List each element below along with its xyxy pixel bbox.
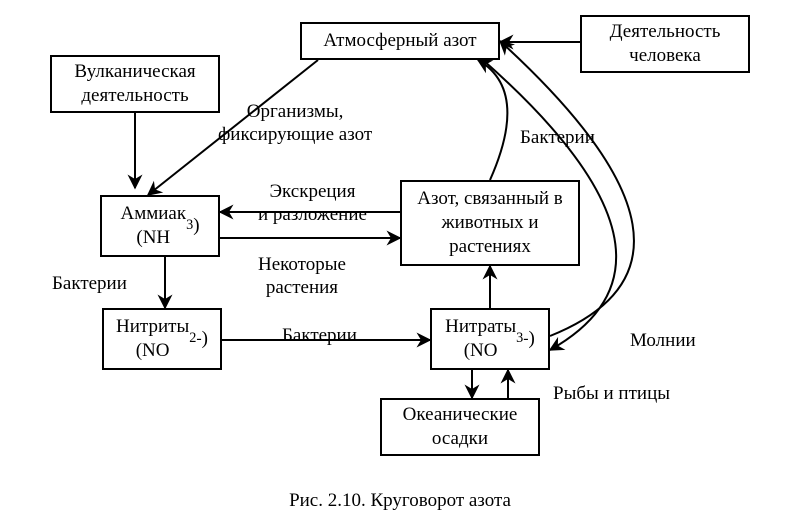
node-bound: Азот, связанный в животных и растениях [400,180,580,266]
node-human: Деятельность человека [580,15,750,73]
label-excretion: Экскреция и разложение [258,181,367,227]
node-atm: Атмосферный азот [300,22,500,60]
diagram-canvas: Рис. 2.10. Круговорот азота Атмосферный … [0,0,800,519]
label-bacteria_amm: Бактерии [52,273,127,296]
node-ammonia: Аммиак(NH3 ) [100,195,220,257]
label-bacteria_atm: Бактерии [520,127,595,150]
label-lightning: Молнии [630,330,696,353]
label-bacteria_nit: Бактерии [282,325,357,348]
node-volcano: Вулканическая деятельность [50,55,220,113]
figure-caption: Рис. 2.10. Круговорот азота [0,490,800,512]
label-fish_birds: Рыбы и птицы [553,383,670,406]
node-nitrites: Нитриты(NO2- ) [102,308,222,370]
label-organisms: Организмы, фиксирующие азот [218,101,372,147]
label-some_plants: Некоторые растения [258,254,346,300]
node-ocean: Океанические осадки [380,398,540,456]
node-nitrates: Нитраты(NO3- ) [430,308,550,370]
